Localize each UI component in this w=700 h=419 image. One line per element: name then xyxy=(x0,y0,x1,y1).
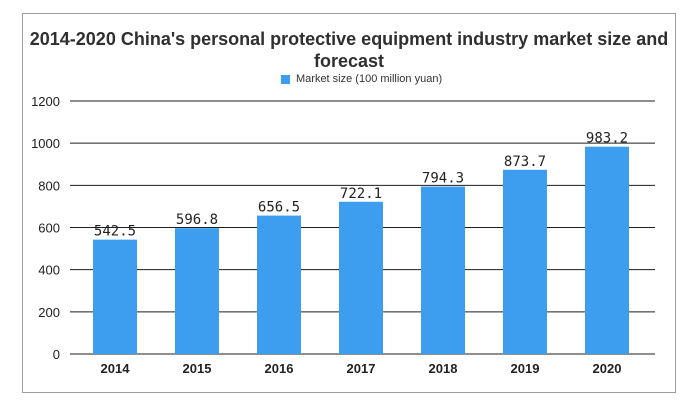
y-tick-label: 800 xyxy=(38,178,60,193)
x-tick-label-2015: 2015 xyxy=(183,361,212,376)
bar-2019 xyxy=(503,169,547,354)
y-tick-label: 600 xyxy=(38,221,60,236)
data-label-2014: 542.5 xyxy=(94,224,136,240)
legend-label: Market size (100 million yuan) xyxy=(296,73,443,85)
x-tick-label-2016: 2016 xyxy=(265,361,294,376)
bar-2016 xyxy=(257,215,301,354)
legend-swatch xyxy=(281,74,290,84)
bar-2018 xyxy=(421,186,465,354)
bar-2020 xyxy=(585,146,629,354)
legend: Market size (100 million yuan) xyxy=(281,73,442,85)
data-labels: 542.5 596.8 656.5 722.1 794.3 873.7 983.2 xyxy=(94,131,628,240)
y-tick-label: 1000 xyxy=(31,136,60,151)
bar-2017 xyxy=(339,201,383,354)
y-tick-label: 1200 xyxy=(31,94,60,109)
x-tick-label-2018: 2018 xyxy=(429,361,458,376)
x-tick-label-2019: 2019 xyxy=(511,361,540,376)
data-label-2015: 596.8 xyxy=(176,212,218,228)
bar-2014 xyxy=(93,239,137,354)
x-tick-label-2020: 2020 xyxy=(593,361,622,376)
data-label-2020: 983.2 xyxy=(586,131,628,147)
data-label-2017: 722.1 xyxy=(340,186,382,202)
x-tick-label-2017: 2017 xyxy=(347,361,376,376)
x-axis-category-labels: 2014 2015 2016 2017 2018 2019 2020 xyxy=(101,361,622,376)
chart-title: 2014-2020 China's personal protective eq… xyxy=(29,29,669,71)
y-tick-label: 400 xyxy=(38,263,60,278)
data-label-2018: 794.3 xyxy=(422,171,464,187)
y-tick-label: 200 xyxy=(38,305,60,320)
y-axis-tick-labels: 0 200 400 600 800 1000 1200 xyxy=(31,94,60,362)
x-tick-label-2014: 2014 xyxy=(101,361,131,376)
bars xyxy=(93,146,629,354)
data-label-2019: 873.7 xyxy=(504,154,546,170)
y-tick-label: 0 xyxy=(53,347,60,362)
data-label-2016: 656.5 xyxy=(258,200,300,216)
bar-2015 xyxy=(175,228,219,354)
